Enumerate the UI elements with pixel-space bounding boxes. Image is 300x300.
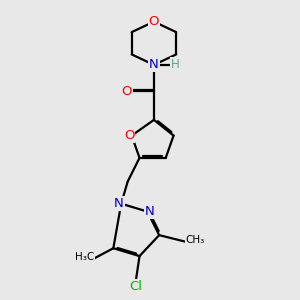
Text: CH₃: CH₃ — [186, 236, 205, 245]
Text: H: H — [171, 58, 180, 71]
Text: N: N — [149, 58, 159, 71]
Text: O: O — [149, 15, 159, 28]
Text: Cl: Cl — [129, 280, 142, 293]
Text: O: O — [122, 85, 132, 98]
Text: H₃C: H₃C — [75, 252, 94, 262]
Text: O: O — [124, 129, 134, 142]
Text: N: N — [145, 205, 155, 218]
Text: N: N — [114, 197, 124, 210]
